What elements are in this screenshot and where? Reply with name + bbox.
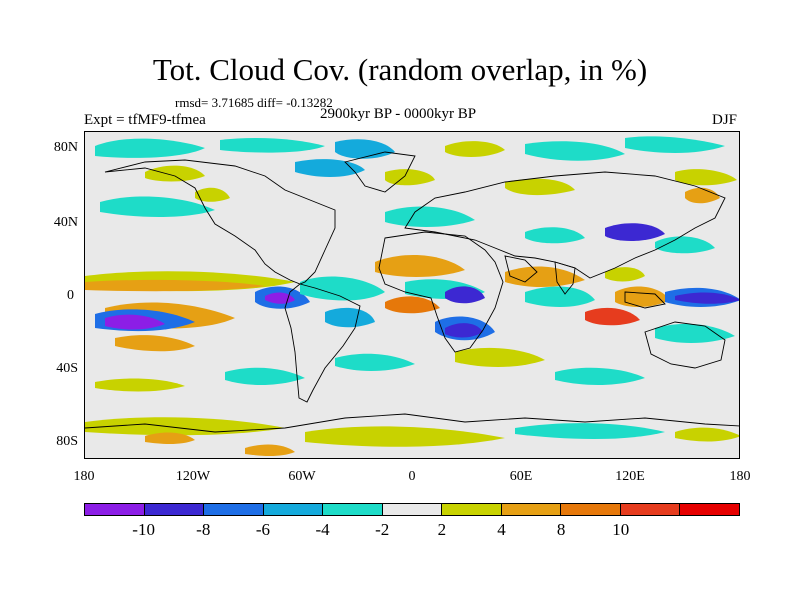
period-label: 2900kyr BP - 0000kyr BP xyxy=(320,106,477,122)
season-label: DJF xyxy=(712,112,738,128)
colorbar-label-6: 4 xyxy=(497,520,506,539)
colorbar-swatch-1 xyxy=(144,504,205,515)
lon-label-120e: 120E xyxy=(615,469,645,484)
colorbar-swatch-5 xyxy=(382,504,443,515)
northern-midlat-anomalies xyxy=(100,187,720,254)
colorbar-swatch-2 xyxy=(204,504,264,515)
colorbar-swatch-0 xyxy=(85,504,145,515)
lat-label-40s: 40S xyxy=(56,361,78,376)
colorbar-swatch-4 xyxy=(323,504,383,515)
lon-label-0: 0 xyxy=(408,469,416,484)
lat-label-80n: 80N xyxy=(53,140,78,155)
colorbar-swatch-6 xyxy=(442,504,502,515)
lon-label-180w: 180 xyxy=(73,469,95,484)
stats-text: rmsd= 3.71685 diff= -0.13282 xyxy=(175,95,333,110)
colorbar-swatch-8 xyxy=(561,504,621,515)
tropical-anomalies xyxy=(85,255,739,352)
lon-label-120w: 120W xyxy=(175,469,211,484)
lat-label-0: 0 xyxy=(67,288,74,303)
southern-anomalies xyxy=(85,347,739,456)
lon-label-60e: 60E xyxy=(509,469,533,484)
lat-label-80s: 80S xyxy=(56,434,78,449)
lon-label-180e: 180 xyxy=(729,469,751,484)
colorbar-label-7: 8 xyxy=(556,520,566,539)
colorbar-label-8: 10 xyxy=(612,520,630,539)
colorbar-swatch-9 xyxy=(620,504,681,515)
colorbar xyxy=(84,503,740,516)
map-panel xyxy=(84,131,740,459)
lon-label-60w: 60W xyxy=(288,469,316,484)
lat-label-40n: 40N xyxy=(53,215,78,230)
colorbar-swatch-7 xyxy=(501,504,562,515)
colorbar-label-0: -10 xyxy=(132,520,155,539)
colorbar-swatch-10 xyxy=(680,504,740,515)
map-title: Tot. Cloud Cov. (random overlap, in %) xyxy=(152,52,648,87)
colorbar-label-5: 2 xyxy=(437,520,447,539)
arctic-anomalies xyxy=(95,136,737,196)
colorbar-label-4: -2 xyxy=(375,520,390,539)
colorbar-label-2: -6 xyxy=(255,520,270,539)
colorbar-label-1: -8 xyxy=(196,520,211,539)
experiment-label: Expt = tfMF9-tfmea xyxy=(84,112,206,128)
colorbar-label-3: -4 xyxy=(315,520,330,539)
coastlines xyxy=(85,151,739,433)
cloud-cover-map xyxy=(85,132,739,458)
colorbar-swatch-3 xyxy=(263,504,324,515)
